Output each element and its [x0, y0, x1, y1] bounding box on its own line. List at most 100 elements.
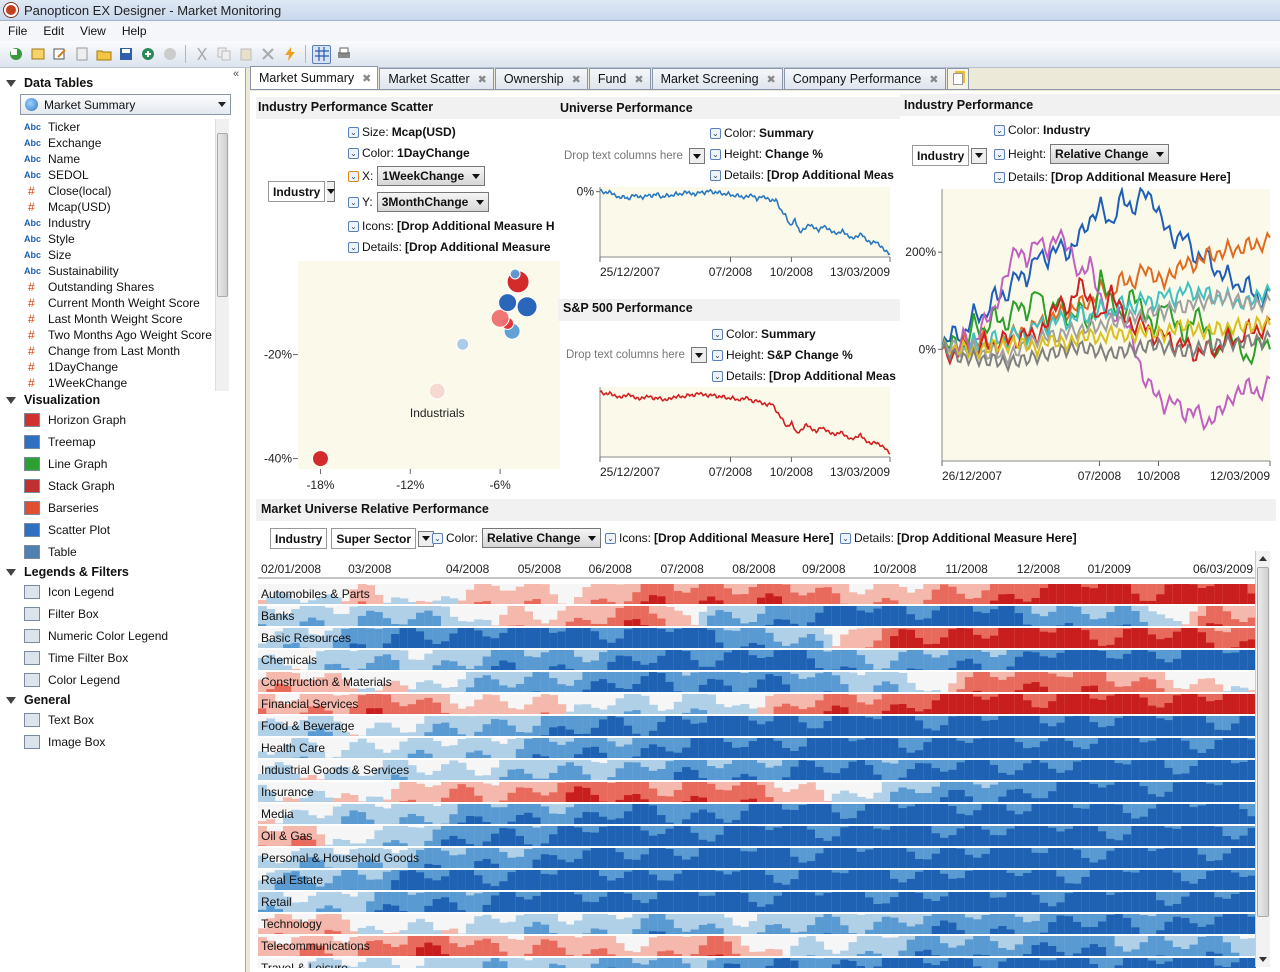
horizon-icons-field[interactable]: ⌄ Icons: [Drop Additional Measure Here] — [605, 531, 834, 545]
field-item[interactable]: Abc Industry — [0, 215, 245, 231]
scatter-details-field[interactable]: ⌄ Details: [Drop Additional Measure — [348, 240, 551, 254]
field-item[interactable]: # Two Months Ago Weight Score — [0, 327, 245, 343]
toolbox-item-icon-legend[interactable]: Icon Legend — [0, 581, 245, 603]
scatter-x-field[interactable]: ⌄ X: 1WeekChange — [348, 166, 486, 186]
tab-company-performance[interactable]: Company Performance ✖ — [783, 68, 946, 89]
industry-breakdown[interactable]: Industry — [912, 145, 988, 166]
menu-view[interactable]: View — [80, 24, 106, 38]
industry-height-field[interactable]: ⌄ Height: Relative Change — [994, 144, 1170, 164]
new-workbook-icon[interactable] — [6, 45, 25, 64]
field-item[interactable]: # Change from Last Month — [0, 343, 245, 359]
grid-icon[interactable] — [312, 44, 331, 64]
universe-height-field[interactable]: ⌄ Height: Change % — [710, 147, 823, 161]
data-tables-header[interactable]: Data Tables — [0, 74, 245, 92]
close-icon[interactable]: ✖ — [766, 73, 776, 86]
legends-filters-header[interactable]: Legends & Filters — [0, 563, 245, 581]
field-item[interactable]: Abc Sustainability — [0, 263, 245, 279]
horizon-details-field[interactable]: ⌄ Details: [Drop Additional Measure Here] — [840, 531, 1077, 545]
paste-icon[interactable] — [236, 45, 255, 64]
delete-icon[interactable] — [258, 45, 277, 64]
universe-details-field[interactable]: ⌄ Details: [Drop Additional Meas — [710, 168, 898, 182]
toolbox-item-color-legend[interactable]: Color Legend — [0, 669, 245, 691]
toolbox-item-time-filter-box[interactable]: Time Filter Box — [0, 647, 245, 669]
collapse-arrow-icon[interactable] — [6, 396, 16, 404]
visualization-header[interactable]: Visualization — [0, 391, 245, 409]
horizon-breakdown[interactable]: Industry Super Sector — [270, 528, 435, 549]
close-icon[interactable]: ✖ — [929, 73, 939, 86]
close-icon[interactable]: ✖ — [634, 73, 644, 86]
sp500-color-field[interactable]: ⌄ Color: Summary — [712, 327, 816, 341]
field-item[interactable]: # Close(local) — [0, 183, 245, 199]
tab-market-screening[interactable]: Market Screening ✖ — [651, 68, 783, 89]
collapse-sidebar-icon[interactable]: « — [233, 68, 240, 80]
menu-edit[interactable]: Edit — [43, 24, 65, 38]
data-table-select[interactable]: Market Summary — [20, 94, 231, 115]
scatter-y-field[interactable]: ⌄ Y: 3MonthChange — [348, 192, 490, 212]
horizon-color-field[interactable]: ⌄ Color: Relative Change — [432, 528, 602, 548]
scatter-icons-field[interactable]: ⌄ Icons: [Drop Additional Measure H — [348, 219, 555, 233]
cut-icon[interactable] — [192, 45, 211, 64]
print-icon[interactable] — [334, 45, 353, 64]
close-icon[interactable]: ✖ — [477, 73, 487, 86]
field-item[interactable]: # Mcap(USD) — [0, 199, 245, 215]
publish-icon[interactable] — [138, 45, 157, 64]
toolbox-item-barseries[interactable]: Barseries — [0, 497, 245, 519]
collapse-arrow-icon[interactable] — [6, 696, 16, 704]
save-icon[interactable] — [116, 45, 135, 64]
sp500-height-field[interactable]: ⌄ Height: S&P Change % — [712, 348, 853, 362]
toolbox-item-stack-graph[interactable]: Stack Graph — [0, 475, 245, 497]
toolbox-item-text-box[interactable]: Text Box — [0, 709, 245, 731]
scatter-color-field[interactable]: ⌄ Color: 1DayChange — [348, 146, 470, 160]
open-folder-icon[interactable] — [94, 45, 113, 64]
close-icon[interactable]: ✖ — [362, 72, 372, 85]
sp500-details-field[interactable]: ⌄ Details: [Drop Additional Meas — [712, 369, 898, 383]
field-item[interactable]: Abc Size — [0, 247, 245, 263]
menu-help[interactable]: Help — [121, 24, 147, 38]
scatter-breakdown[interactable]: Industry — [268, 181, 336, 202]
sp500-line-graph[interactable]: 25/12/2007 07/2008 10/2008 13/03/2009 — [558, 383, 900, 493]
toolbox-item-image-box[interactable]: Image Box — [0, 731, 245, 753]
scatter-plot[interactable]: -18% -12% -6% -20% -40% Industrials — [250, 259, 560, 491]
field-item[interactable]: # Last Month Weight Score — [0, 311, 245, 327]
new-tab-button[interactable] — [946, 68, 969, 89]
general-header[interactable]: General — [0, 691, 245, 709]
field-item[interactable]: Abc Name — [0, 151, 245, 167]
edit-icon[interactable] — [50, 45, 69, 64]
sp500-drop-text[interactable]: Drop text columns here — [566, 347, 707, 363]
horizon-scrollbar[interactable] — [1255, 551, 1270, 967]
template-icon[interactable] — [72, 45, 91, 64]
tab-ownership[interactable]: Ownership ✖ — [494, 68, 588, 89]
collapse-arrow-icon[interactable] — [6, 568, 16, 576]
copy-icon[interactable] — [214, 45, 233, 64]
field-item[interactable]: #1WeekChange — [0, 375, 245, 391]
field-item[interactable]: Abc SEDOL — [0, 167, 245, 183]
close-icon[interactable]: ✖ — [571, 73, 581, 86]
field-item[interactable]: Abc Exchange — [0, 135, 245, 151]
horizon-graph[interactable]: 02/01/2008 03/2008 04/2008 05/2008 06/2008 07… — [258, 558, 1256, 968]
globe-icon[interactable] — [160, 45, 179, 64]
toolbox-item-line-graph[interactable]: Line Graph — [0, 453, 245, 475]
menu-file[interactable]: File — [8, 24, 28, 38]
field-item[interactable]: # Outstanding Shares — [0, 279, 245, 295]
toolbox-item-filter-box[interactable]: Filter Box — [0, 603, 245, 625]
industry-line-graph[interactable]: 200% 0% 26/12/2007 07/2008 10/2008 12/03/2009 — [900, 187, 1280, 491]
tab-market-scatter[interactable]: Market Scatter ✖ — [379, 68, 494, 89]
lightning-icon[interactable] — [280, 45, 299, 64]
field-item[interactable]: Abc Ticker — [0, 119, 245, 135]
field-item[interactable]: #1DayChange — [0, 359, 245, 375]
toolbox-item-horizon-graph[interactable]: Horizon Graph — [0, 409, 245, 431]
industry-details-field[interactable]: ⌄ Details: [Drop Additional Measure Here] — [994, 170, 1231, 184]
tab-market-summary[interactable]: Market Summary ✖ — [250, 66, 379, 89]
tab-fund[interactable]: Fund ✖ — [588, 68, 651, 89]
toolbox-item-treemap[interactable]: Treemap — [0, 431, 245, 453]
field-item[interactable]: Abc Style — [0, 231, 245, 247]
universe-color-field[interactable]: ⌄ Color: Summary — [710, 126, 814, 140]
industry-color-field[interactable]: ⌄ Color: Industry — [994, 123, 1090, 137]
toolbox-item-numeric-color-legend[interactable]: Numeric Color Legend — [0, 625, 245, 647]
scatter-size-field[interactable]: ⌄ Size: Mcap(USD) — [348, 125, 456, 139]
toolbox-item-table[interactable]: Table — [0, 541, 245, 563]
universe-drop-text[interactable]: Drop text columns here — [564, 148, 705, 164]
universe-line-graph[interactable]: 0% 25/12/2007 07/2008 10/2008 13/03/2009 — [558, 183, 900, 293]
field-list-scrollbar[interactable] — [215, 119, 229, 391]
new-dashboard-icon[interactable] — [28, 45, 47, 64]
